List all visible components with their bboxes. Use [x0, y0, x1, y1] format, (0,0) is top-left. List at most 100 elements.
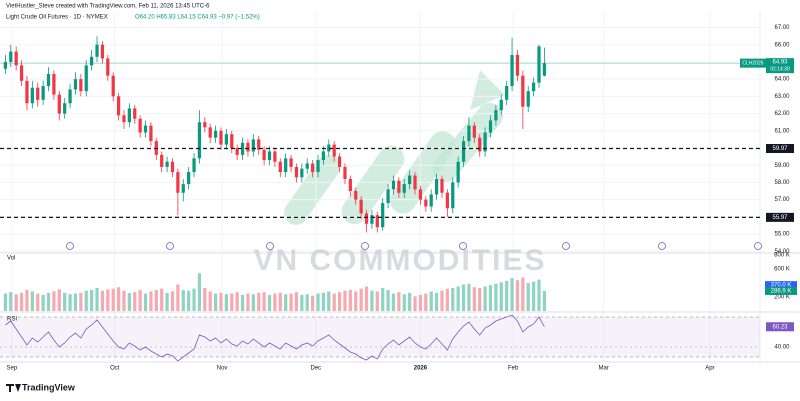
candle-body	[235, 147, 239, 155]
rsi-badge	[766, 322, 794, 332]
panel-label: RSI	[7, 317, 17, 323]
volume-bar	[359, 288, 363, 311]
candle-body	[289, 158, 293, 167]
y-tick-label: 61.00	[774, 128, 790, 134]
candle-body	[391, 180, 396, 190]
volume-bar	[79, 292, 83, 311]
arrow-shape	[283, 155, 341, 225]
candle-body	[41, 86, 45, 100]
volume-bar	[327, 291, 331, 311]
volume-bar	[364, 286, 369, 311]
candle-body	[542, 63, 547, 76]
volume-bar	[224, 294, 228, 311]
volume-bar	[235, 292, 239, 311]
candle-body	[187, 172, 191, 185]
volume-bar	[542, 290, 547, 311]
volume-bar	[84, 290, 88, 311]
volume-bar	[240, 294, 245, 311]
rsi-line	[5, 314, 545, 362]
volume-bar	[100, 290, 105, 311]
volume-bar	[370, 290, 374, 311]
candle-body	[472, 125, 476, 138]
candle-body	[36, 87, 40, 100]
candle-body	[246, 142, 250, 152]
candle-body	[537, 46, 541, 83]
volume-bar	[170, 291, 175, 311]
x-tick-label: Nov	[217, 366, 228, 372]
volume-bar	[461, 284, 466, 311]
candle-body	[467, 125, 471, 142]
candle-body	[488, 120, 493, 133]
candle-body	[197, 122, 202, 159]
candle-body	[445, 192, 449, 209]
candle-body	[483, 132, 487, 152]
volume-bar	[176, 284, 180, 311]
volume-bar	[499, 282, 503, 311]
volume-bar	[321, 292, 326, 311]
candle-body	[181, 184, 185, 193]
volume-bar	[165, 292, 169, 311]
volume-bar	[337, 292, 342, 311]
volume-bar	[116, 287, 121, 311]
candle-body	[176, 172, 180, 193]
volume-bar	[19, 292, 24, 311]
candle-body	[68, 89, 72, 104]
volume-bar	[494, 283, 498, 311]
candle-body	[160, 154, 164, 167]
candle-body	[354, 191, 358, 200]
volume-bar	[111, 288, 115, 311]
price-badge	[766, 58, 794, 74]
candle-body	[116, 96, 121, 116]
volume-bar	[402, 294, 406, 311]
volume-badge	[765, 281, 797, 290]
candle-body	[402, 184, 406, 193]
volume-bar	[451, 287, 455, 311]
y-tick-label: 200 K	[774, 295, 790, 301]
y-tick-label: 67.00	[774, 25, 790, 31]
candle-body	[343, 166, 347, 179]
y-tick-label: 55.00	[774, 232, 790, 238]
volume-bar	[413, 296, 417, 311]
volume-bar	[46, 292, 51, 311]
volume-bar	[3, 293, 8, 311]
candle-body	[46, 73, 51, 87]
volume-bar	[472, 287, 476, 311]
candle-body	[138, 118, 142, 133]
candle-body	[461, 141, 466, 162]
candle-body	[267, 151, 272, 161]
candle-body	[348, 178, 352, 192]
x-tick-label: Dec	[311, 366, 322, 372]
volume-bar	[332, 293, 336, 311]
volume-bar	[127, 292, 131, 311]
candle-body	[327, 144, 331, 152]
event-marker	[361, 242, 369, 250]
volume-bar	[434, 292, 439, 311]
volume-bar	[73, 293, 78, 311]
volume-bar	[181, 290, 185, 311]
volume-bar	[348, 290, 352, 311]
event-marker	[266, 242, 274, 250]
y-tick-label: 63.00	[774, 94, 790, 100]
volume-bar	[467, 283, 471, 311]
volume-bar	[440, 290, 444, 311]
candle-body	[25, 80, 29, 104]
candle-body	[370, 215, 374, 224]
candle-body	[305, 163, 309, 169]
candle-body	[278, 161, 282, 173]
candle-body	[203, 122, 207, 128]
event-marker	[459, 242, 467, 250]
volume-bar	[122, 290, 126, 311]
candle-body	[79, 79, 83, 92]
candle-body	[84, 65, 88, 92]
x-tick-label: 2026	[414, 366, 428, 372]
volume-bar	[41, 294, 45, 311]
candle-body	[95, 44, 99, 57]
candle-body	[122, 115, 126, 123]
candle-body	[224, 134, 228, 145]
volume-bar	[95, 287, 99, 311]
volume-bar	[273, 293, 277, 311]
candle-body	[451, 182, 455, 209]
volume-bar	[424, 293, 428, 311]
volume-bar	[230, 293, 234, 311]
